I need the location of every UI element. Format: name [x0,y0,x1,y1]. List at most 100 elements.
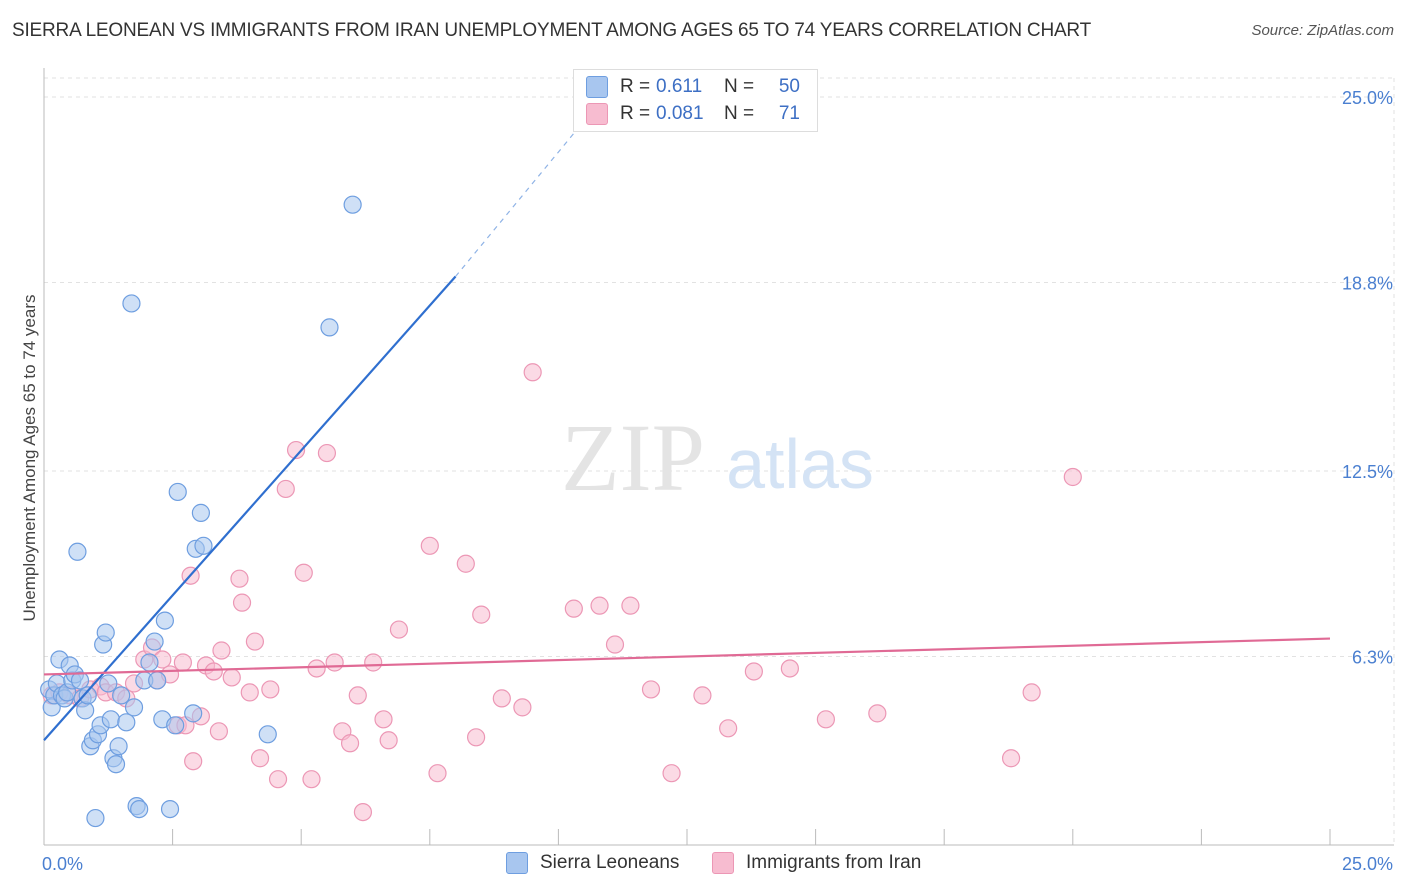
stats-legend: R = 0.611 N = 50 R = 0.081 N = 71 [573,69,818,132]
legend-r-value: 0.611 [656,76,703,97]
sierra-leonean-point [76,701,95,720]
sierra-leonean-point [155,611,174,630]
iran-immigrant-point [209,722,228,741]
iran-immigrant-point [317,443,337,463]
iran-immigrant-point [325,653,344,672]
iran-immigrant-point [222,668,241,687]
iran-immigrant-point [250,749,270,768]
iran-immigrant-point [816,710,835,729]
sierra-leonean-point [122,294,141,313]
iran-immigrant-point [294,563,313,582]
legend-row-immigrants-from-iran: R = 0.081 N = 71 [586,102,800,126]
sierra-leonean-point [166,716,185,735]
iran-immigrant-point [307,659,326,678]
iran-immigrant-point [1001,749,1021,768]
source-label: Source: ZipAtlas.com [1251,22,1394,39]
iran-immigrant-point [364,653,383,672]
legend-r-label: R = [620,76,651,97]
iran-immigrant-point [513,698,532,717]
iran-immigrant-point [590,596,609,615]
iran-immigrant-point [744,662,763,681]
series-legend: Sierra Leoneans Immigrants from Iran [0,852,1406,878]
iran-immigrant-point [268,770,288,789]
sierra-leonean-point [112,686,131,705]
y-tick-label: 12.5% [1342,462,1393,482]
sierra-leonean-point [194,536,213,555]
iran-immigrant-point [428,764,447,783]
legend-item-immigrants-from-iran[interactable]: Immigrants from Iran [712,852,921,874]
legend-swatch-blue [586,76,608,98]
iran-immigrant-point [719,719,738,738]
iran-immigrant-point [662,764,681,783]
iran-immigrant-point [492,689,511,708]
iran-immigrant-point [245,632,265,651]
sierra-leonean-point [191,503,210,522]
sierra-leonean-point [160,799,180,819]
sierra-leonean-point [68,542,87,561]
trend-lines [43,120,1331,742]
iran-immigrant-point [466,728,486,747]
x-tick-label: 0.0% [42,854,83,874]
iran-immigrant-point [348,686,367,705]
iran-immigrant-point [232,593,252,612]
iran-immigrant-point [605,635,625,654]
watermark: ZIP atlas [561,404,874,511]
legend-r-label: R = [620,103,651,124]
sierra-leonean-point [99,674,118,693]
sierra-leonean-trend-line [43,275,457,742]
legend-label: Sierra Leoneans [540,852,680,873]
iran-immigrant-point [212,641,231,660]
chart-title: SIERRA LEONEAN VS IMMIGRANTS FROM IRAN U… [12,20,1092,41]
iran-immigrant-point [302,770,321,789]
y-tick-label: 25.0% [1342,88,1393,108]
iran-immigrant-point [374,710,393,729]
sierra-leonean-point [101,710,120,729]
iran-immigrant-point [868,704,887,723]
legend-r-value: 0.081 [656,103,704,124]
sierra-leonean-point [343,195,362,214]
iran-immigrant-point [389,620,409,639]
iran-immigrant-point [286,440,306,460]
sierra-leonean-point [184,704,203,723]
iran-immigrant-point [379,731,398,750]
legend-label: Immigrants from Iran [746,852,922,873]
sierra-leonean-point [140,653,159,672]
iran-immigrant-point [276,479,295,499]
sierra-leonean-point [70,671,90,690]
sierra-leonean-point [258,725,277,744]
iran-immigrant-point [564,599,583,618]
sierra-leonean-point [117,713,136,732]
sierra-leonean-point [96,623,115,642]
y-tick-label: 6.3% [1352,648,1393,668]
iran-immigrant-point [240,683,259,702]
sierra-leonean-point [320,318,339,337]
sierra-leonean-point [145,632,164,651]
sierra-leonean-point [106,755,126,774]
tick-labels: 6.3% 12.5% 18.8% 25.0% 0.0% 25.0% [42,88,1393,874]
iran-immigrant-point [420,536,439,555]
x-tick-label: 25.0% [1342,854,1393,874]
legend-item-sierra-leoneans[interactable]: Sierra Leoneans [506,852,679,874]
sierra-leonean-point [130,799,149,819]
iran-immigrant-point [621,596,640,615]
iran-immigrant-point [261,680,280,699]
sierra-leonean-point [124,698,144,717]
iran-immigrant-point [340,734,360,753]
axes [43,68,1394,846]
gridlines [44,77,1395,845]
iran-immigrant-point [456,554,475,573]
iran-immigrant-point [184,752,203,771]
iran-immigrant-point [1022,683,1041,702]
sierra-leonean-point [168,482,187,502]
sierra-leonean-trend-extension [455,120,585,277]
sierra-leonean-point [109,737,128,756]
legend-n-label: N = [724,76,755,97]
y-tick-label: 18.8% [1342,274,1393,294]
iran-immigrant-point [173,653,192,672]
iran-immigrant-point [472,605,491,624]
sierra-leonean-point [86,808,105,828]
watermark-atlas: atlas [726,425,874,503]
iran-immigrant-point [230,569,249,588]
iran-immigrant-point [693,686,712,705]
legend-n-label: N = [724,103,755,124]
